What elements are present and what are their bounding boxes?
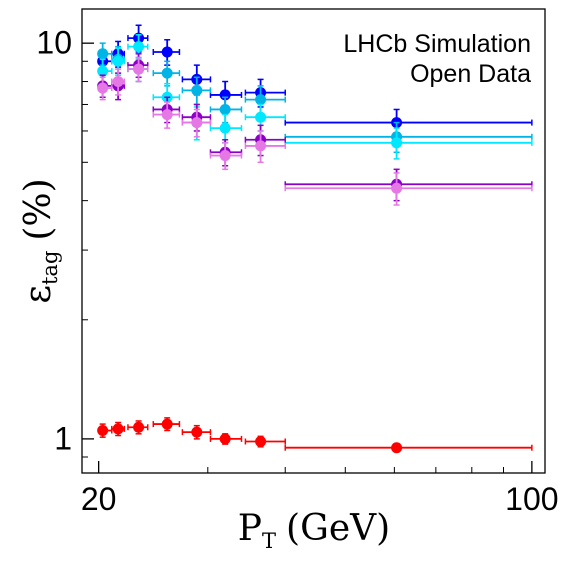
annotation-line-2: Open Data (410, 60, 531, 88)
data-point (112, 55, 124, 67)
data-point (97, 425, 109, 437)
annotation-line-1: LHCb Simulation (343, 30, 531, 58)
data-series (97, 24, 533, 454)
x-axis-subscript: T (262, 529, 276, 553)
data-point (391, 182, 403, 194)
y-axis-unit: (%) (18, 178, 59, 240)
data-point (219, 433, 231, 445)
data-point (191, 84, 203, 96)
y-minor-ticks (82, 60, 88, 458)
y-axis-title: εtag (%) (18, 178, 62, 303)
data-point (255, 94, 267, 106)
data-point (255, 435, 267, 447)
data-point (133, 41, 145, 53)
data-point (255, 140, 267, 152)
x-axis-unit: (GeV) (286, 508, 390, 549)
data-point (191, 117, 203, 129)
data-point (391, 442, 403, 454)
data-point (255, 111, 267, 123)
x-axis-symbol: P (238, 508, 262, 549)
series-5 (97, 417, 533, 454)
data-point (161, 67, 173, 79)
data-point (161, 418, 173, 430)
data-point (391, 137, 403, 149)
y-axis-symbol: ε (18, 285, 59, 304)
data-point (97, 48, 109, 60)
data-point (133, 421, 145, 433)
x-tick-label-20: 20 (81, 481, 117, 517)
data-point (133, 63, 145, 75)
data-point (219, 150, 231, 162)
series-4 (97, 56, 533, 206)
data-point (161, 46, 173, 58)
data-point (219, 122, 231, 134)
x-tick-label-100: 100 (505, 481, 558, 517)
y-tick-label-1: 1 (54, 420, 72, 456)
plot-frame (81, 8, 546, 474)
y-tick-label-10: 10 (36, 25, 72, 61)
data-point (112, 76, 124, 88)
data-point (112, 423, 124, 435)
data-point (97, 82, 109, 94)
x-minor-ticks (207, 467, 505, 473)
data-point (161, 109, 173, 121)
x-axis-title: PT (GeV) (238, 508, 390, 553)
y-axis-subscript: tag (38, 251, 62, 285)
data-point (191, 426, 203, 438)
data-point (219, 103, 231, 115)
data-point (97, 65, 109, 77)
